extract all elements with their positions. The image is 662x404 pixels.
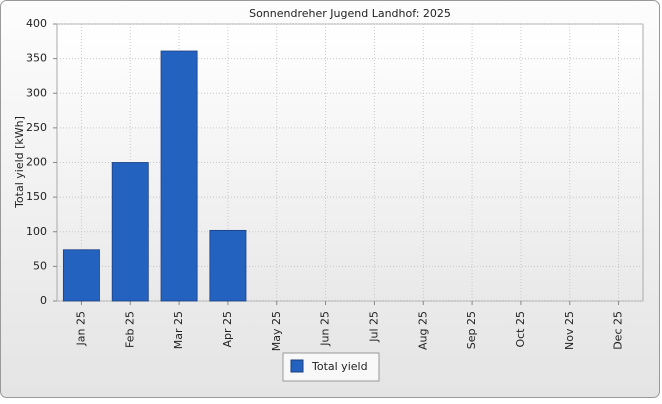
x-tick-label: Jan 25	[74, 311, 87, 346]
x-tick-label: Mar 25	[172, 311, 185, 349]
x-tick-label: Feb 25	[123, 311, 136, 348]
x-tick-label: Nov 25	[563, 311, 576, 350]
y-tick-label: 200	[26, 156, 47, 169]
y-tick-label: 400	[26, 17, 47, 30]
bar	[209, 229, 247, 302]
bar	[111, 162, 149, 302]
x-tick-label: Dec 25	[612, 311, 625, 350]
x-tick-label: Jun 25	[319, 311, 332, 347]
y-axis-label: Total yield [kWh]	[13, 116, 26, 209]
x-tick-label: Jul 25	[367, 311, 380, 343]
x-tick-label: May 25	[270, 311, 283, 351]
legend-label: Total yield	[311, 360, 368, 373]
y-tick-label: 300	[26, 86, 47, 99]
y-tick-label: 150	[26, 190, 47, 203]
y-tick-label: 50	[33, 259, 47, 272]
x-tick-label: Aug 25	[416, 311, 429, 350]
y-tick-label: 250	[26, 121, 47, 134]
bar	[62, 249, 100, 302]
y-tick-label: 100	[26, 225, 47, 238]
x-tick-label: Oct 25	[514, 311, 527, 348]
chart-title: Sonnendreher Jugend Landhof: 2025	[249, 7, 451, 20]
plot-area	[56, 23, 644, 302]
y-tick-label: 350	[26, 52, 47, 65]
y-tick-label: 0	[40, 294, 47, 307]
legend-swatch	[290, 359, 304, 373]
x-tick-label: Apr 25	[221, 311, 234, 348]
x-tick-label: Sep 25	[465, 311, 478, 349]
bar	[160, 50, 198, 302]
